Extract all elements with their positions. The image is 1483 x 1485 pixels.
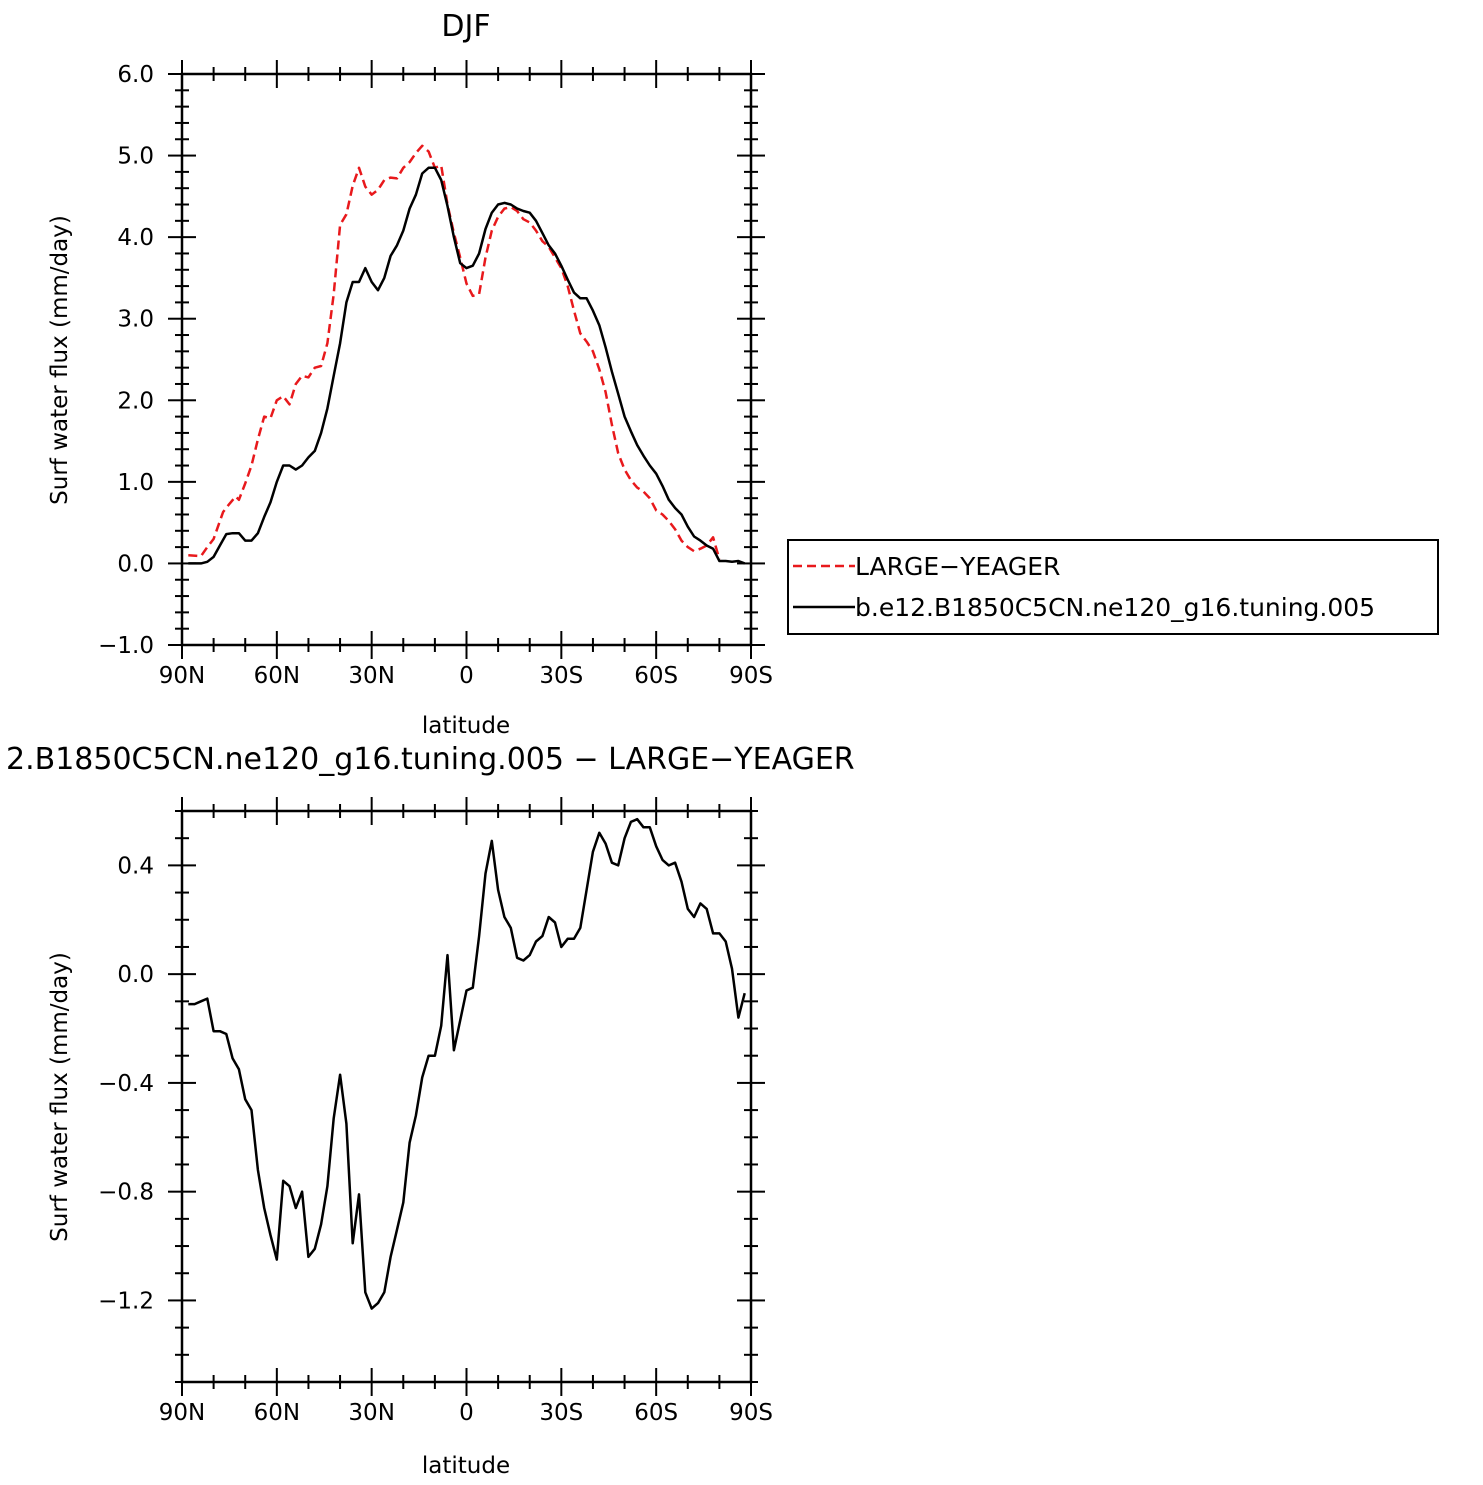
x-tick-label: 60S xyxy=(634,663,678,689)
y-tick-label: 6.0 xyxy=(117,62,154,88)
axis-ticks: 90N 60N 30N 0 30S 60S 90S −1.2 −0.8 −0.4 0.0 0.4 xyxy=(98,797,773,1426)
y-tick-label: −1.0 xyxy=(98,633,154,659)
y-tick-label: 2.0 xyxy=(117,388,154,414)
series-lines xyxy=(188,817,746,1310)
x-tick-label: 60S xyxy=(634,1400,678,1426)
y-tick-label: 0.4 xyxy=(117,853,154,879)
x-tick-label: 30S xyxy=(539,663,583,689)
y-tick-label: −1.2 xyxy=(98,1288,154,1314)
b-e12-b1850c5cn-ne120-g16-tuning-005-line xyxy=(188,166,746,565)
x-tick-label: 90S xyxy=(729,663,773,689)
x-tick-label: 90N xyxy=(159,1400,205,1426)
y-tick-label: 0.0 xyxy=(117,962,154,988)
x-tick-label: 0 xyxy=(459,663,474,689)
legend-label-large-yeager: LARGE−YEAGER xyxy=(855,552,1060,581)
x-tick-label: 30S xyxy=(539,1400,583,1426)
y-tick-label: −0.8 xyxy=(98,1180,154,1206)
axis-ticks: 90N 60N 30N 0 30S 60S 90S −1.0 0.0 1.0 2.0 3.0 4.0 5.… xyxy=(98,60,773,689)
y-tick-label: 0.0 xyxy=(117,551,154,577)
y-axis-label: Surf water flux (mm/day) xyxy=(47,215,73,505)
series-lines xyxy=(188,144,746,565)
y-tick-label: 4.0 xyxy=(117,225,154,251)
chart-title: DJF xyxy=(441,9,490,44)
y-axis-label: Surf water flux (mm/day) xyxy=(47,952,73,1242)
y-tick-label: −0.4 xyxy=(98,1071,154,1097)
y-tick-label: 1.0 xyxy=(117,470,154,496)
large-yeager-line xyxy=(188,144,721,560)
y-tick-label: 5.0 xyxy=(117,144,154,170)
legend-box xyxy=(787,539,1439,635)
x-tick-label: 60N xyxy=(254,663,300,689)
y-tick-label: 3.0 xyxy=(117,307,154,333)
x-tick-label: 30N xyxy=(348,1400,394,1426)
difference-title: 2.B1850C5CN.ne120_g16.tuning.005 − LARGE… xyxy=(6,742,855,777)
x-tick-label: 90N xyxy=(159,663,205,689)
x-tick-label: 0 xyxy=(459,1400,474,1426)
plot-frame xyxy=(180,72,753,647)
difference-line xyxy=(188,817,746,1310)
legend: LARGE−YEAGER b.e12.B1850C5CN.ne120_g16.t… xyxy=(787,539,1439,635)
x-axis-label: latitude xyxy=(422,713,510,739)
x-tick-label: 60N xyxy=(254,1400,300,1426)
legend-label-model: b.e12.B1850C5CN.ne120_g16.tuning.005 xyxy=(855,593,1375,622)
x-tick-label: 90S xyxy=(729,1400,773,1426)
panel-bottom: 2.B1850C5CN.ne120_g16.tuning.005 − LARGE… xyxy=(6,742,855,1479)
plot-frame xyxy=(180,809,753,1384)
panel-top: DJF latitude Surf water flux (mm/day) 90… xyxy=(47,9,773,739)
x-tick-label: 30N xyxy=(348,663,394,689)
x-axis-label: latitude xyxy=(422,1453,510,1479)
